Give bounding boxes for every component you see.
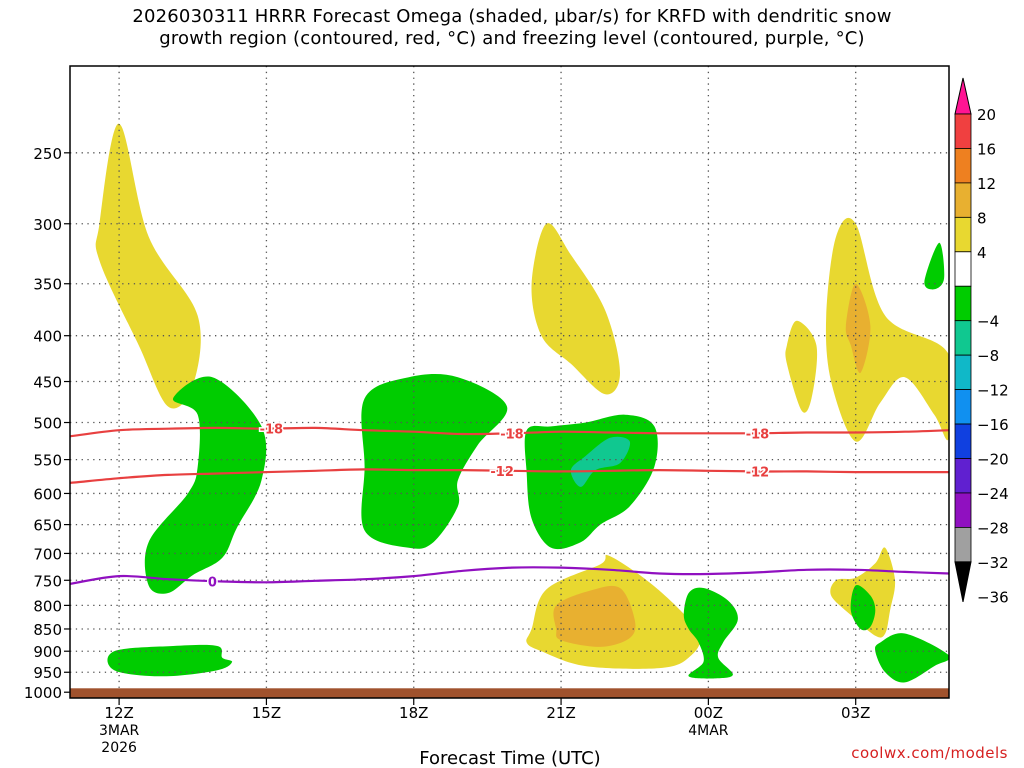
chart-title-line2: growth region (contoured, red, °C) and f… [159, 28, 865, 49]
colorbar-label: −28 [977, 519, 1009, 537]
chart-title-line1: 2026030311 HRRR Forecast Omega (shaded, … [132, 6, 892, 27]
y-tick-label: 650 [33, 517, 62, 535]
colorbar-label: 4 [977, 244, 987, 262]
contour-label: -12 [746, 465, 770, 480]
contour-1 [70, 426, 949, 438]
colorbar-segment [954, 320, 972, 356]
omega-region-2 [785, 320, 818, 413]
omega-region-3 [825, 217, 949, 442]
colorbar-segment [954, 423, 972, 459]
colorbar-label: −20 [977, 451, 1009, 469]
y-tick-label: 450 [33, 374, 62, 392]
x-tick-sublabel: 2026 [101, 740, 137, 756]
axes: 250 300 350 400 450 500 550 600 650 700 750 800 850 9… [24, 65, 950, 756]
colorbar-label: −24 [977, 485, 1009, 503]
y-tick-label: 300 [33, 216, 62, 234]
y-tick-label: 350 [33, 276, 62, 294]
colorbar-label: −16 [977, 416, 1009, 434]
contour-label: -12 [490, 465, 514, 480]
omega-region-0 [95, 123, 201, 409]
colorbar-top-arrow [954, 77, 972, 115]
colorbar-label: −4 [977, 313, 999, 331]
omega-region-10 [107, 644, 233, 677]
colorbar-segment [954, 182, 972, 218]
colorbar-label: 12 [977, 175, 996, 193]
colorbar-label: −36 [977, 588, 1009, 606]
colorbar-segment [954, 285, 972, 322]
colorbar-segment [954, 492, 972, 528]
chart-title: 2026030311 HRRR Forecast Omega (shaded, … [0, 6, 1024, 50]
y-tick-label: 850 [33, 621, 62, 639]
colorbar: 20 16 12 8 4 −4 −8 −12 −16 −20 −24 −28 −32 −36 [954, 77, 1009, 606]
y-tick-label: 400 [33, 328, 62, 346]
contour-label: -18 [500, 427, 524, 442]
x-tick-label: 12Z [104, 704, 133, 722]
y-tick-label: 1000 [24, 684, 62, 702]
colorbar-label: 16 [977, 140, 996, 158]
y-tick-label: 700 [33, 545, 62, 563]
omega-region-13 [683, 587, 738, 679]
y-tick-label: 600 [33, 485, 62, 503]
colorbar-label: −8 [977, 347, 999, 365]
x-tick-label: 00Z [694, 704, 723, 722]
omega-region-16 [875, 633, 949, 683]
colorbar-segment [954, 389, 972, 425]
plot-content: -18 -18 -18 -12 -12 0 [70, 66, 949, 698]
omega-region-7 [361, 373, 508, 549]
x-tick-label: 21Z [546, 704, 575, 722]
ground-surface [70, 688, 949, 698]
omega-region-12 [553, 585, 636, 647]
contour-3 [70, 566, 949, 585]
contour-label: -18 [260, 423, 284, 438]
x-axis-label: Forecast Time (UTC) [419, 748, 600, 768]
omega-region-6 [144, 376, 267, 594]
omega-region-1 [531, 223, 620, 395]
colorbar-segment [954, 113, 972, 149]
x-tick-label: 18Z [399, 704, 428, 722]
contour-label: -18 [746, 427, 770, 442]
colorbar-label: 20 [977, 106, 996, 124]
colorbar-bottom-arrow [954, 561, 972, 602]
contour-2 [70, 468, 949, 484]
y-tick-label: 950 [33, 664, 62, 682]
colorbar-segment [954, 251, 972, 287]
colorbar-segment [954, 216, 972, 253]
plot-area: -18 -18 -18 -12 -12 0 [70, 66, 949, 698]
y-tick-label: 500 [33, 415, 62, 433]
omega-region-15 [850, 584, 876, 631]
y-tick-label: 800 [33, 597, 62, 615]
colorbar-segment [954, 354, 972, 390]
colorbar-segment [954, 527, 972, 563]
y-tick-label: 250 [33, 145, 62, 163]
y-tick-label: 550 [33, 452, 62, 470]
x-tick-label: 03Z [841, 704, 870, 722]
x-tick-label: 15Z [252, 704, 281, 722]
omega-region-4 [845, 283, 871, 374]
colorbar-label: −12 [977, 382, 1009, 400]
omega-region-9 [570, 436, 631, 487]
colorbar-segment [954, 148, 972, 184]
credit-text: coolwx.com/models [851, 744, 1008, 762]
contour-label: 0 [208, 575, 217, 590]
y-tick-label: 750 [33, 572, 62, 590]
x-tick-sublabel: 3MAR [99, 723, 140, 739]
colorbar-label: −32 [977, 554, 1009, 572]
y-tick-label: 900 [33, 643, 62, 661]
colorbar-segment [954, 458, 972, 494]
x-tick-sublabel: 4MAR [688, 723, 729, 739]
omega-region-8 [524, 414, 658, 550]
colorbar-label: 8 [977, 209, 987, 227]
omega-region-5 [924, 242, 945, 290]
